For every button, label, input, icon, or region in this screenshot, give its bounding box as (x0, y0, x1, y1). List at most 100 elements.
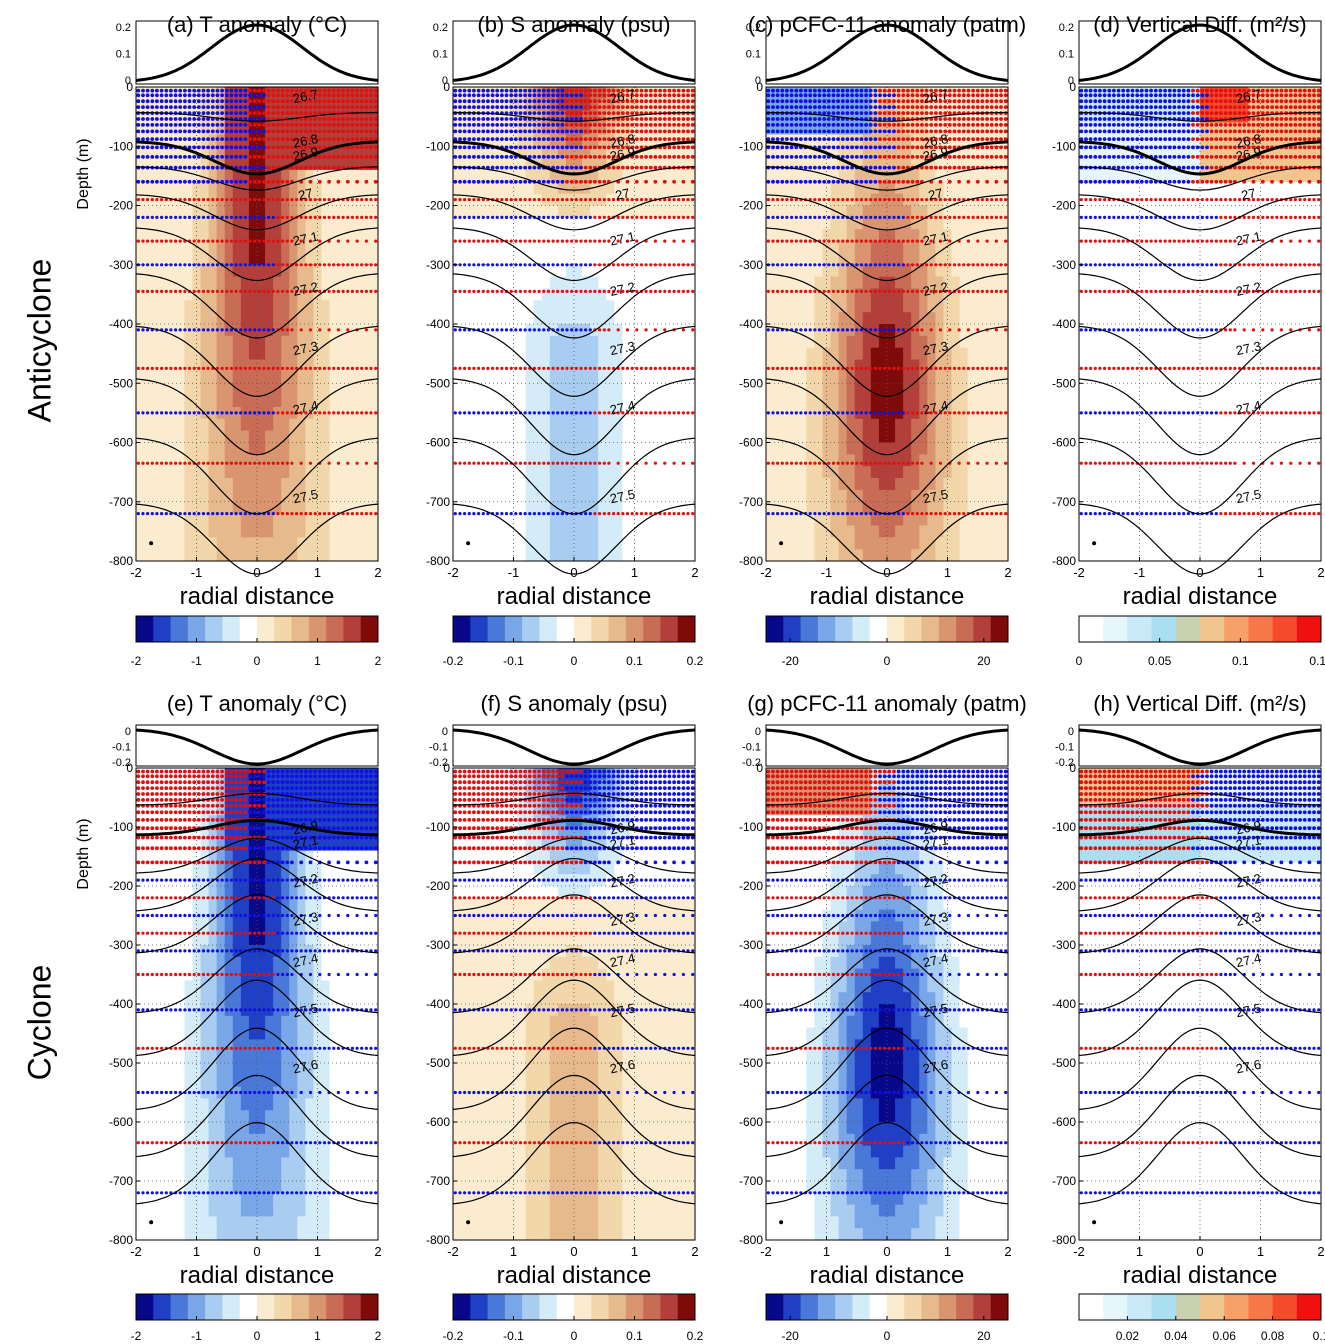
sample-dot (495, 123, 500, 127)
sample-dot (504, 461, 509, 465)
sample-dot (206, 145, 211, 150)
sample-dot (210, 123, 215, 127)
sample-dot (639, 198, 644, 202)
sample-dot (304, 99, 308, 104)
heatmap-cell (662, 122, 672, 135)
sample-dot (653, 165, 658, 170)
heatmap-cell (289, 442, 298, 455)
heatmap-cell (208, 371, 218, 384)
sample-dot (201, 93, 206, 98)
sample-dot (243, 105, 248, 109)
heatmap-cell (248, 430, 258, 444)
heatmap-cell (541, 513, 551, 527)
sample-dot (630, 411, 634, 415)
sample-dot (504, 165, 509, 170)
heatmap-cell (168, 122, 177, 135)
sample-dots (453, 88, 695, 516)
sample-dot (178, 215, 182, 219)
sample-dot (560, 411, 565, 415)
sample-dot (611, 93, 616, 98)
sample-dot (252, 129, 257, 134)
heatmap-cell (345, 146, 355, 159)
sample-dot (220, 123, 225, 127)
heatmap-cell (582, 418, 591, 432)
sample-dot (486, 179, 490, 184)
sample-dot (192, 105, 197, 109)
sample-dot (490, 179, 495, 184)
heatmap-cell (152, 454, 161, 467)
heatmap-cell (766, 525, 775, 538)
heatmap-cell (477, 229, 486, 242)
heatmap-cell (361, 549, 371, 562)
sample-dot (472, 99, 476, 104)
sample-dot (523, 511, 527, 516)
sample-dot (569, 99, 574, 104)
heatmap-cell (345, 134, 355, 147)
sample-dot (598, 411, 602, 415)
heatmap-cell (533, 466, 543, 479)
heatmap-cell (654, 324, 664, 337)
heatmap-cell (630, 359, 640, 372)
heatmap-cell (517, 169, 527, 183)
sample-dot (229, 93, 234, 98)
heatmap-cell (493, 217, 502, 230)
sample-dot (234, 239, 238, 243)
sample-dot (607, 411, 611, 415)
heatmap-cell (160, 406, 169, 420)
heatmap-cell (565, 229, 575, 242)
heatmap-cell (670, 347, 680, 361)
sample-dot (504, 215, 509, 219)
sample-dot (262, 137, 266, 142)
heatmap-cell (224, 466, 234, 479)
sample-dot (234, 123, 239, 127)
sample-dot (294, 165, 299, 170)
sample-dot (625, 289, 630, 293)
heatmap-cell (224, 537, 234, 550)
heatmap-cell (646, 229, 656, 242)
sample-dot (472, 137, 476, 142)
sample-dot (327, 88, 331, 93)
heatmap-cell (184, 383, 194, 396)
heatmap-cell (305, 158, 315, 171)
sample-dot (276, 123, 280, 127)
sample-dot (266, 105, 271, 109)
heatmap-cell (297, 229, 306, 242)
sample-dot (355, 215, 359, 219)
heatmap-cell (281, 324, 290, 337)
sample-dot (565, 198, 569, 202)
sample-dot (625, 88, 630, 93)
heatmap-cell (216, 181, 226, 195)
sample-dot (532, 411, 537, 415)
heatmap-cell (273, 300, 282, 313)
heatmap-cell (485, 454, 494, 467)
sample-dot (373, 93, 378, 98)
heatmap-cell (453, 264, 462, 278)
sample-dot (579, 99, 583, 104)
sample-dot (290, 129, 294, 134)
sample-dot (588, 411, 592, 415)
heatmap-cell (541, 264, 551, 278)
heatmap-cell (493, 169, 502, 183)
heatmap-cell (670, 122, 680, 135)
heatmap-cell (493, 359, 502, 372)
sample-dot (239, 411, 243, 415)
sample-dot (551, 411, 555, 415)
sample-dot (183, 411, 187, 415)
sample-dot (304, 411, 308, 415)
heatmap-cell (469, 383, 478, 396)
sample-dot (630, 198, 634, 202)
sample-dot (579, 111, 583, 115)
sample-dot (477, 239, 481, 243)
heatmap-cell (638, 466, 648, 479)
sample-dot (467, 289, 471, 293)
heatmap-cell (200, 229, 210, 242)
heatmap-cell (160, 312, 169, 325)
sample-dot (169, 88, 173, 93)
heatmap-cell (160, 478, 169, 491)
heatmap-cell (321, 501, 331, 515)
heatmap-cell (477, 276, 486, 290)
heatmap-cell (774, 241, 783, 254)
sample-dot (299, 328, 303, 332)
sample-dot (364, 328, 368, 332)
y-tick-label: -700 (426, 495, 450, 509)
